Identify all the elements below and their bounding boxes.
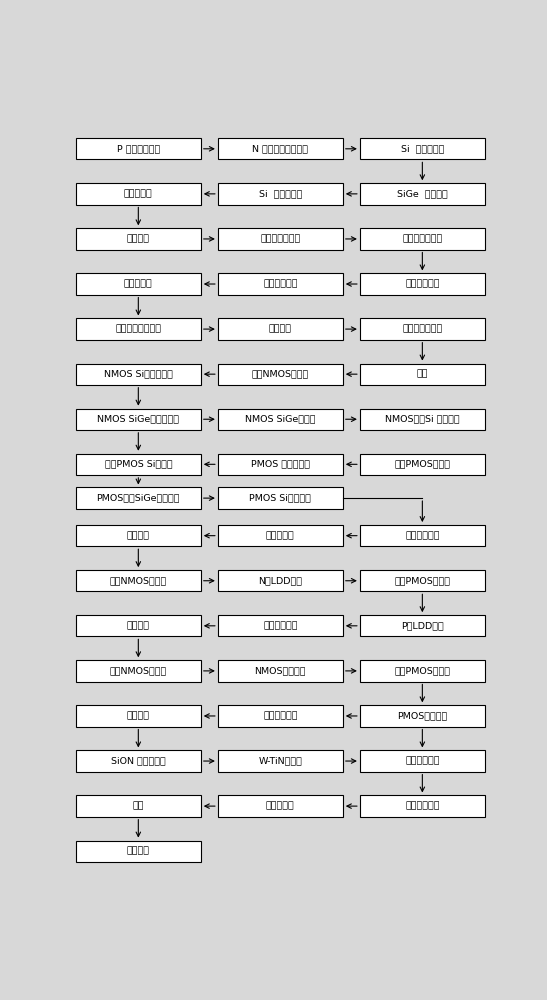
Text: 淀积二氧化硅: 淀积二氧化硅 bbox=[405, 802, 440, 811]
Text: 化学机械抛光: 化学机械抛光 bbox=[405, 757, 440, 766]
Text: 合金: 合金 bbox=[132, 802, 144, 811]
Bar bbox=[76, 750, 201, 772]
Bar bbox=[218, 183, 343, 205]
Bar bbox=[218, 615, 343, 636]
Bar bbox=[218, 570, 343, 591]
Bar bbox=[76, 660, 201, 682]
Bar bbox=[360, 570, 485, 591]
Bar bbox=[76, 454, 201, 475]
Text: 光刻引线: 光刻引线 bbox=[127, 847, 150, 856]
Text: NMOS应变Si 沟道生长: NMOS应变Si 沟道生长 bbox=[385, 415, 459, 424]
Text: 光刻NMOS有源区: 光刻NMOS有源区 bbox=[110, 576, 167, 585]
Text: 刻蚀虚栅: 刻蚀虚栅 bbox=[127, 711, 150, 720]
Bar bbox=[218, 318, 343, 340]
Text: 基区隔离制备: 基区隔离制备 bbox=[263, 280, 298, 289]
Bar bbox=[360, 795, 485, 817]
Text: 侧墙制备: 侧墙制备 bbox=[127, 621, 150, 630]
Bar bbox=[360, 525, 485, 546]
Bar bbox=[76, 364, 201, 385]
Text: NMOS Si缓冲层生长: NMOS Si缓冲层生长 bbox=[104, 370, 173, 379]
Text: 集电极重掺杂注入: 集电极重掺杂注入 bbox=[115, 325, 161, 334]
Bar bbox=[360, 705, 485, 727]
Bar bbox=[218, 705, 343, 727]
Bar bbox=[218, 228, 343, 250]
Bar bbox=[218, 660, 343, 682]
Text: 淀积二氧化硅: 淀积二氧化硅 bbox=[263, 711, 298, 720]
Text: 淀积二氧化硅: 淀积二氧化硅 bbox=[405, 531, 440, 540]
Text: NMOS SiGe层生长: NMOS SiGe层生长 bbox=[245, 415, 316, 424]
Text: P 型衬底片选取: P 型衬底片选取 bbox=[117, 144, 160, 153]
Text: 光刻集电极: 光刻集电极 bbox=[124, 280, 153, 289]
Text: 光刻基极: 光刻基极 bbox=[269, 325, 292, 334]
Bar bbox=[360, 228, 485, 250]
Text: 隔离制备: 隔离制备 bbox=[127, 234, 150, 243]
Text: PMOS源漏注入: PMOS源漏注入 bbox=[397, 711, 447, 720]
Text: PMOS 有源区刻蚀: PMOS 有源区刻蚀 bbox=[251, 460, 310, 469]
Bar bbox=[360, 138, 485, 159]
Text: 退火: 退火 bbox=[417, 370, 428, 379]
Bar bbox=[218, 364, 343, 385]
Bar bbox=[76, 705, 201, 727]
Text: PMOS Si帽层生长: PMOS Si帽层生长 bbox=[249, 494, 311, 503]
Text: PMOS应变SiGe沟道生长: PMOS应变SiGe沟道生长 bbox=[97, 494, 180, 503]
Bar bbox=[360, 364, 485, 385]
Bar bbox=[76, 615, 201, 636]
Bar bbox=[360, 750, 485, 772]
Text: NMOS源漏注入: NMOS源漏注入 bbox=[254, 666, 306, 675]
Bar bbox=[76, 409, 201, 430]
Text: W-TiN栅淀积: W-TiN栅淀积 bbox=[258, 757, 302, 766]
Text: SiGe  基区制备: SiGe 基区制备 bbox=[397, 189, 448, 198]
Text: 集电区隔离制备: 集电区隔离制备 bbox=[402, 234, 443, 243]
Text: Si  集电区外延: Si 集电区外延 bbox=[400, 144, 444, 153]
Bar bbox=[360, 318, 485, 340]
Text: 光刻PMOS有源区: 光刻PMOS有源区 bbox=[394, 666, 450, 675]
Text: 光刻PMOS有源区: 光刻PMOS有源区 bbox=[394, 460, 450, 469]
Bar bbox=[360, 409, 485, 430]
Text: N 型重掺杂埋层制备: N 型重掺杂埋层制备 bbox=[252, 144, 309, 153]
Bar bbox=[360, 660, 485, 682]
Bar bbox=[76, 138, 201, 159]
Text: 光刻PMOS有源区: 光刻PMOS有源区 bbox=[394, 576, 450, 585]
Text: 光刻基区隔离: 光刻基区隔离 bbox=[405, 280, 440, 289]
Text: N型LDD注入: N型LDD注入 bbox=[258, 576, 302, 585]
Bar bbox=[360, 454, 485, 475]
Bar bbox=[76, 228, 201, 250]
Bar bbox=[218, 750, 343, 772]
Bar bbox=[76, 525, 201, 546]
Text: 光刻引线孔: 光刻引线孔 bbox=[266, 802, 295, 811]
Text: 生长PMOS Si缓冲层: 生长PMOS Si缓冲层 bbox=[104, 460, 172, 469]
Bar bbox=[218, 138, 343, 159]
Text: Si  发射区制备: Si 发射区制备 bbox=[259, 189, 302, 198]
Bar bbox=[76, 570, 201, 591]
Bar bbox=[76, 183, 201, 205]
Bar bbox=[218, 273, 343, 295]
Text: 淀积二氧化硅: 淀积二氧化硅 bbox=[263, 621, 298, 630]
Text: P型LDD注入: P型LDD注入 bbox=[401, 621, 444, 630]
Bar bbox=[76, 795, 201, 817]
Text: 光刻NMOS有源区: 光刻NMOS有源区 bbox=[252, 370, 309, 379]
Bar bbox=[360, 615, 485, 636]
Bar bbox=[76, 273, 201, 295]
Bar bbox=[76, 318, 201, 340]
Text: NMOS SiGe渐变层生长: NMOS SiGe渐变层生长 bbox=[97, 415, 179, 424]
Bar bbox=[76, 487, 201, 509]
Text: 虚栅制备: 虚栅制备 bbox=[127, 531, 150, 540]
Bar bbox=[360, 273, 485, 295]
Bar bbox=[218, 525, 343, 546]
Bar bbox=[218, 795, 343, 817]
Text: 光刻隔离区: 光刻隔离区 bbox=[124, 189, 153, 198]
Text: 光刻NMOS有源区: 光刻NMOS有源区 bbox=[110, 666, 167, 675]
Text: 光刻集电区隔离: 光刻集电区隔离 bbox=[260, 234, 300, 243]
Text: 淀积多晶硅: 淀积多晶硅 bbox=[266, 531, 295, 540]
Bar bbox=[76, 841, 201, 862]
Bar bbox=[218, 454, 343, 475]
Bar bbox=[218, 487, 343, 509]
Text: SiON 栅介质淀积: SiON 栅介质淀积 bbox=[111, 757, 166, 766]
Bar bbox=[218, 409, 343, 430]
Bar bbox=[360, 183, 485, 205]
Text: 基极重掺杂注入: 基极重掺杂注入 bbox=[402, 325, 443, 334]
